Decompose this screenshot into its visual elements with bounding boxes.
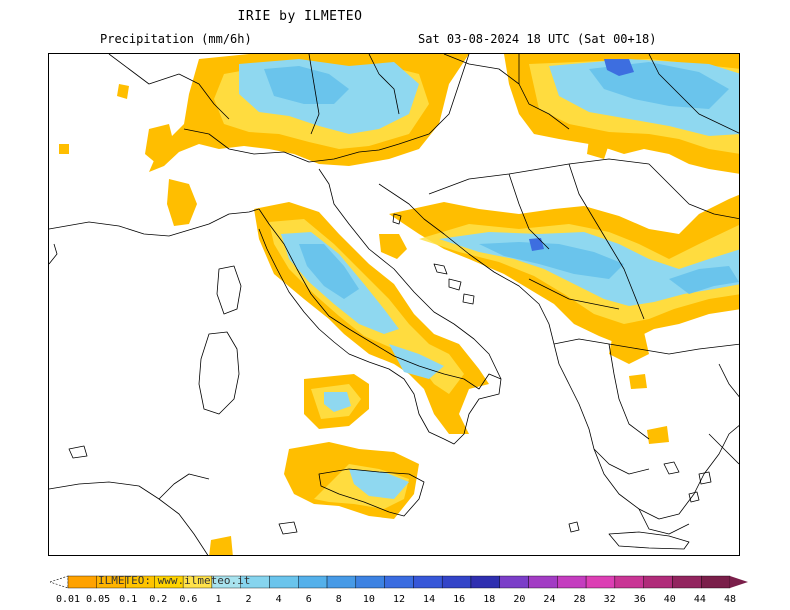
- legend-swatch: [614, 575, 644, 589]
- legend-tick-label: 8: [335, 594, 342, 605]
- precip-extreme-areas: [529, 59, 634, 251]
- valid-time-label: Sat 03-08-2024 18 UTC (Sat 00+18): [418, 32, 657, 46]
- legend-swatch: [499, 575, 529, 589]
- legend-swatch: [557, 575, 587, 589]
- legend-swatch: [701, 575, 731, 589]
- legend-tick-label: 32: [603, 594, 616, 605]
- legend-tick-label: 0.2: [149, 594, 168, 605]
- legend-tick-label: 0.01: [55, 594, 81, 605]
- legend-tick-label: 14: [423, 594, 436, 605]
- legend-swatch: [470, 575, 500, 589]
- legend-swatch: [384, 575, 414, 589]
- legend-swatch: [413, 575, 443, 589]
- legend-swatch: [643, 575, 673, 589]
- legend-swatch: [67, 575, 97, 589]
- legend-tick-label: 28: [573, 594, 586, 605]
- legend-swatch: [528, 575, 558, 589]
- legend-tick-label: 6: [305, 594, 312, 605]
- legend-watermark: ILMETEO: www.ilmeteo.it: [98, 574, 251, 587]
- legend-tick-label: 16: [453, 594, 466, 605]
- legend-tick-label: 2: [245, 594, 252, 605]
- legend-tick-label: 1: [215, 594, 222, 605]
- legend-swatch: [441, 575, 472, 589]
- legend-tick-label: 20: [513, 594, 526, 605]
- legend-tick-label: 36: [633, 594, 646, 605]
- legend-tick-label: 48: [723, 594, 737, 605]
- legend-swatch: [298, 575, 328, 589]
- legend-swatch: [672, 575, 702, 589]
- legend-swatch: [355, 575, 385, 589]
- map-title: IRIE by ILMETEO: [237, 9, 363, 24]
- precipitation-legend: ILMETEO: www.ilmeteo.it 0.01 0.05 0.1 0.2 0.…: [50, 573, 750, 609]
- legend-swatch: [269, 575, 299, 589]
- precipitation-map[interactable]: [48, 53, 740, 556]
- legend-tick-label: 0.6: [179, 594, 198, 605]
- legend-tick-label: 4: [275, 594, 282, 605]
- variable-label: Precipitation (mm/6h): [100, 32, 252, 46]
- legend-tick-label: 40: [663, 594, 676, 605]
- legend-swatch: [326, 575, 357, 589]
- legend-over-arrow: [730, 576, 748, 588]
- legend-under-arrow: [50, 575, 69, 589]
- legend-tick-label: 12: [392, 594, 406, 605]
- legend-colorbar: [50, 575, 748, 589]
- map-canvas: [49, 54, 739, 555]
- legend-tick-label: 0.05: [86, 594, 111, 605]
- legend-tick-label: 24: [543, 594, 556, 605]
- legend-swatch: [585, 575, 616, 589]
- legend-tick-label: 18: [483, 594, 496, 605]
- legend-tick-label: 10: [362, 594, 375, 605]
- legend-tick-label: 44: [693, 594, 706, 605]
- legend-tick-label: 0.1: [119, 594, 138, 605]
- legend-labels: 0.01 0.05 0.1 0.2 0.6 1 2 4 6 8 10 12 14 16 18 20 24 28 32…: [50, 594, 750, 608]
- coastlines-borders: [49, 54, 739, 555]
